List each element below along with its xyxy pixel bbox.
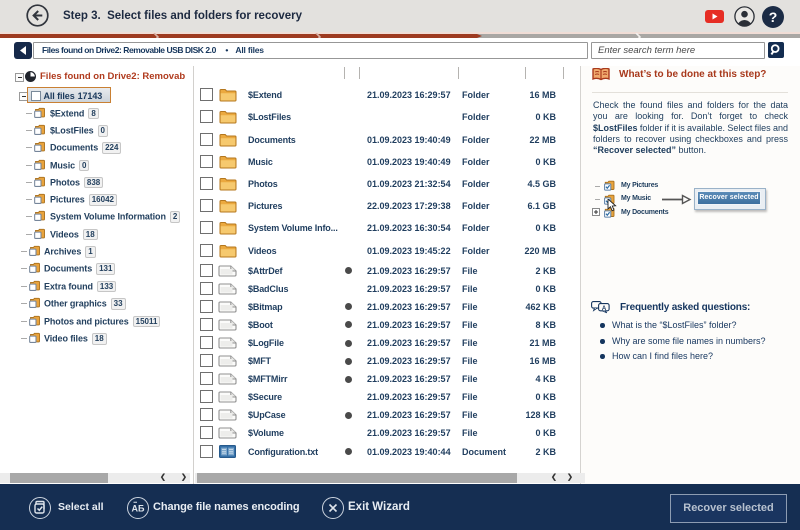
svg-text:A: A — [602, 306, 607, 312]
svg-text:АБ: АБ — [132, 504, 145, 514]
svg-text:?: ? — [769, 9, 778, 25]
